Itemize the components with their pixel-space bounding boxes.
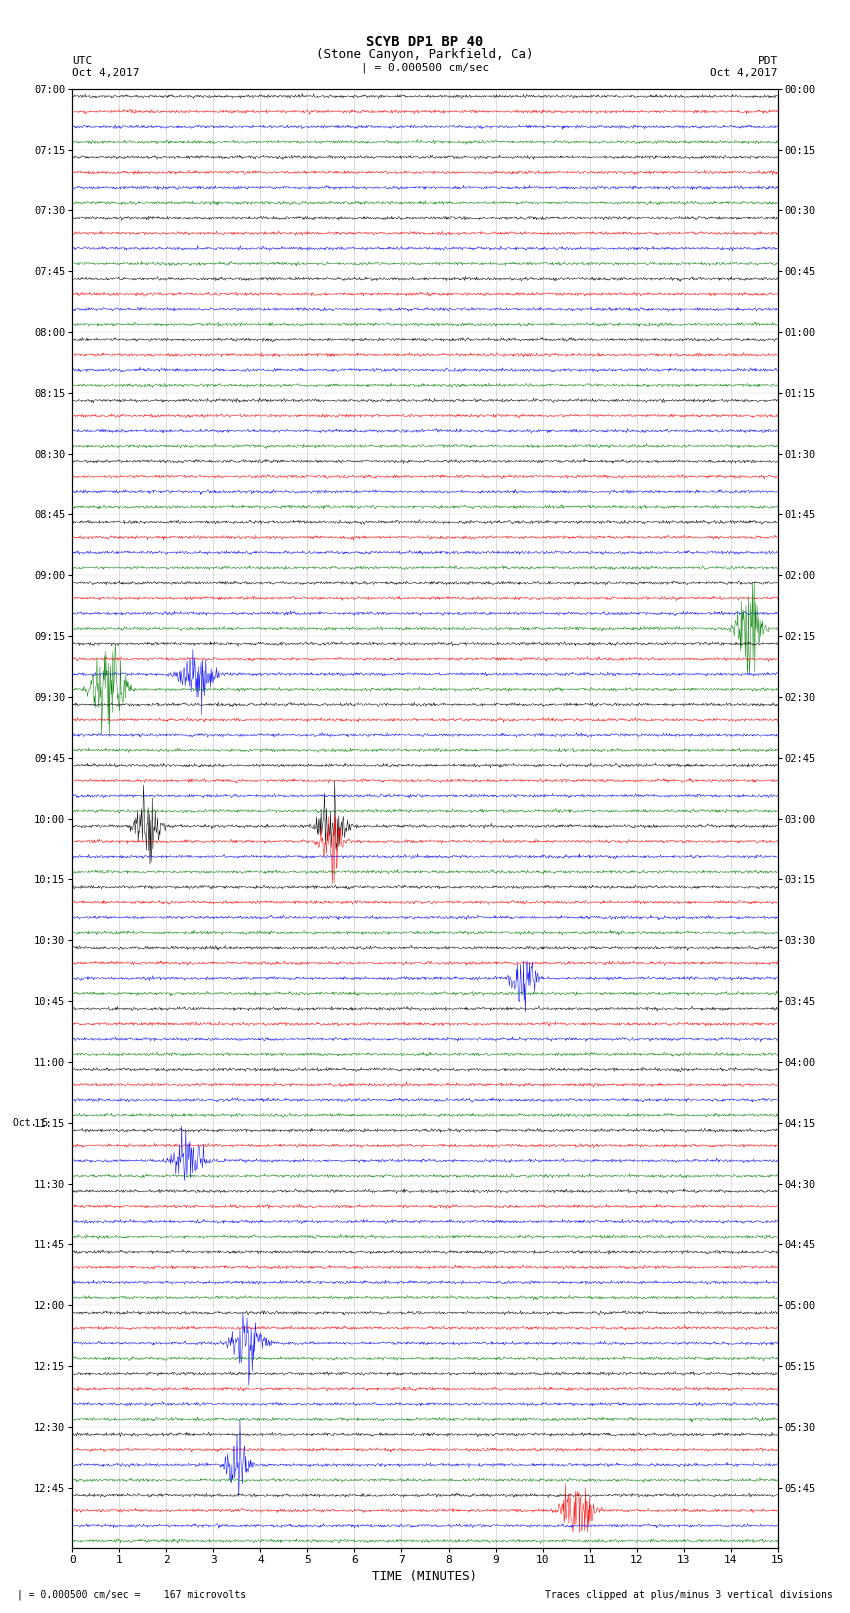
- Text: Traces clipped at plus/minus 3 vertical divisions: Traces clipped at plus/minus 3 vertical …: [545, 1590, 833, 1600]
- X-axis label: TIME (MINUTES): TIME (MINUTES): [372, 1569, 478, 1582]
- Text: UTC: UTC: [72, 56, 93, 66]
- Text: (Stone Canyon, Parkfield, Ca): (Stone Canyon, Parkfield, Ca): [316, 48, 534, 61]
- Text: Oct 4,2017: Oct 4,2017: [711, 68, 778, 77]
- Text: PDT: PDT: [757, 56, 778, 66]
- Text: SCYB DP1 BP 40: SCYB DP1 BP 40: [366, 35, 484, 50]
- Text: Oct. 5: Oct. 5: [14, 1118, 48, 1127]
- Text: | = 0.000500 cm/sec: | = 0.000500 cm/sec: [361, 63, 489, 74]
- Text: Oct 4,2017: Oct 4,2017: [72, 68, 139, 77]
- Text: | = 0.000500 cm/sec =    167 microvolts: | = 0.000500 cm/sec = 167 microvolts: [17, 1589, 246, 1600]
